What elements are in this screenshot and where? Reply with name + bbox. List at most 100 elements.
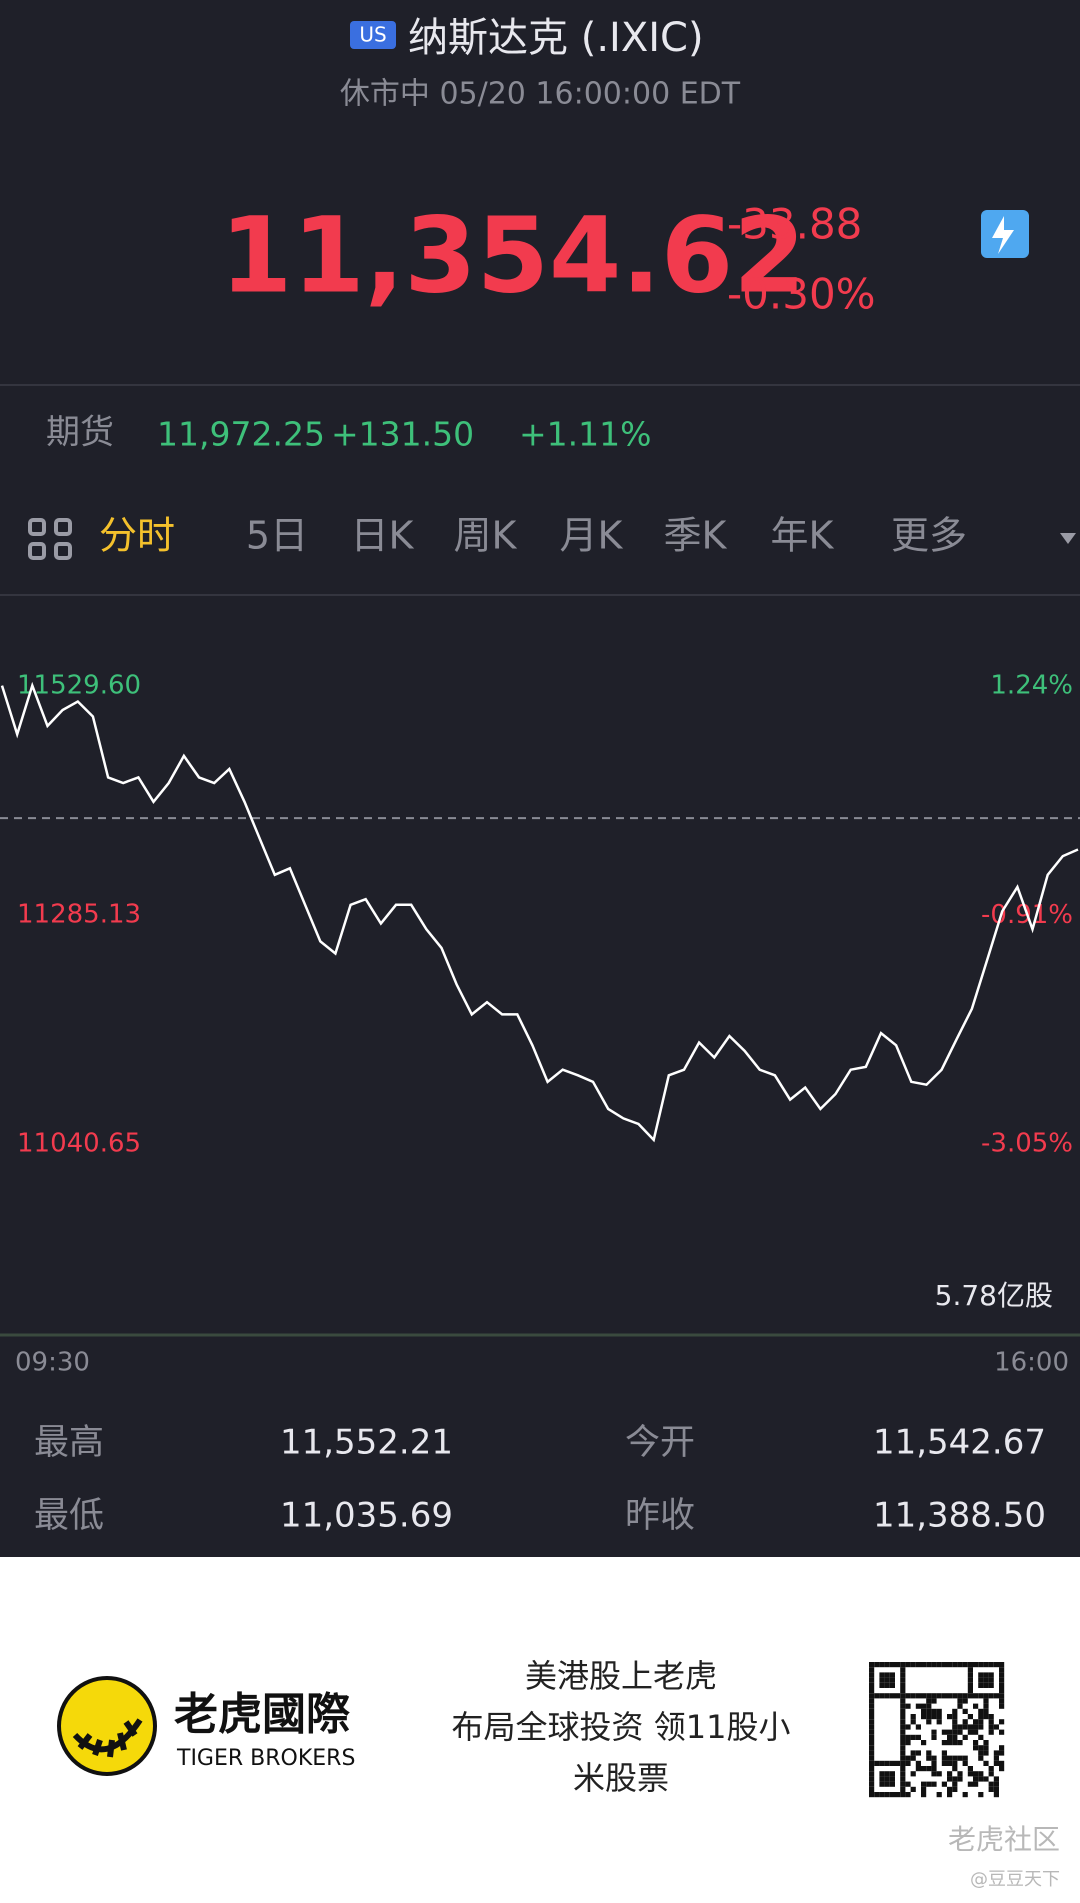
tab[interactable]: 周K bbox=[454, 514, 518, 558]
qr-cell bbox=[988, 1682, 994, 1688]
qr-cell bbox=[952, 1724, 958, 1730]
logo-stripes bbox=[72, 1718, 143, 1758]
qr-cell bbox=[905, 1734, 911, 1740]
tab[interactable]: 更多 bbox=[891, 514, 967, 558]
dark-bg bbox=[0, 0, 1080, 1557]
qr-cell bbox=[999, 1729, 1005, 1735]
qr-cell bbox=[869, 1792, 875, 1798]
qr-cell bbox=[931, 1714, 937, 1720]
qr-cell bbox=[973, 1776, 979, 1782]
qr-cell bbox=[993, 1724, 999, 1730]
tab[interactable]: 分时 bbox=[99, 514, 175, 558]
qr-cell bbox=[947, 1740, 953, 1746]
tab[interactable]: 月K bbox=[560, 514, 624, 558]
qr-cell bbox=[931, 1729, 937, 1735]
qr-cell bbox=[993, 1760, 999, 1766]
qr-cell bbox=[900, 1729, 906, 1735]
status: 休市中 05/20 16:00:00 EDT bbox=[340, 77, 741, 112]
qr-cell bbox=[905, 1755, 911, 1761]
change: -33.88 bbox=[727, 200, 862, 249]
qr-cell bbox=[905, 1703, 911, 1709]
futures-change-pct: +1.11% bbox=[519, 415, 651, 454]
qr-cell bbox=[931, 1662, 937, 1668]
qr-cell bbox=[889, 1771, 895, 1777]
qr-cell bbox=[931, 1760, 937, 1766]
qr-cell bbox=[869, 1682, 875, 1688]
qr-cell bbox=[905, 1724, 911, 1730]
qr-cell bbox=[869, 1766, 875, 1772]
qr-cell bbox=[962, 1719, 968, 1725]
qr-cell bbox=[884, 1781, 890, 1787]
qr-cell bbox=[869, 1781, 875, 1787]
qr-cell bbox=[967, 1693, 973, 1699]
grid-icon[interactable] bbox=[28, 518, 72, 560]
brand: 老虎國際 bbox=[174, 1689, 350, 1740]
qr-cell bbox=[900, 1766, 906, 1772]
tab-dropdown[interactable] bbox=[1060, 533, 1076, 544]
qr-cell bbox=[973, 1745, 979, 1751]
qr-cell bbox=[941, 1781, 947, 1787]
qr-cell bbox=[983, 1682, 989, 1688]
qr-cell bbox=[999, 1662, 1005, 1668]
qr-cell bbox=[983, 1698, 989, 1704]
qr-cell bbox=[900, 1760, 906, 1766]
qr-cell bbox=[884, 1792, 890, 1798]
qr-cell bbox=[957, 1693, 963, 1699]
qr-cell bbox=[926, 1703, 932, 1709]
qr-cell bbox=[915, 1760, 921, 1766]
qr-cell bbox=[973, 1719, 979, 1725]
qr-cell bbox=[910, 1771, 916, 1777]
qr-cell bbox=[999, 1760, 1005, 1766]
qr-cell bbox=[879, 1677, 885, 1683]
qr-cell bbox=[962, 1698, 968, 1704]
qr-cell bbox=[988, 1662, 994, 1668]
qr-cell bbox=[962, 1792, 968, 1798]
qr-cell bbox=[874, 1693, 880, 1699]
qr-cell bbox=[983, 1776, 989, 1782]
qr-cell bbox=[889, 1781, 895, 1787]
flash-glyph bbox=[992, 216, 1014, 254]
stat-label: 今开 bbox=[625, 1423, 695, 1463]
price: 11,354.62 bbox=[220, 194, 806, 316]
tab[interactable]: 年K bbox=[771, 514, 835, 558]
qr-cell bbox=[931, 1708, 937, 1714]
qr-cell bbox=[869, 1760, 875, 1766]
qr-cell bbox=[869, 1729, 875, 1735]
stat-label: 最低 bbox=[34, 1496, 104, 1536]
y2-tick-label: 1.24% bbox=[990, 671, 1073, 701]
qr-cell bbox=[957, 1662, 963, 1668]
qr-cell bbox=[941, 1755, 947, 1761]
tab[interactable]: 季K bbox=[664, 514, 728, 558]
qr-cell bbox=[895, 1662, 901, 1668]
qr-cell bbox=[931, 1766, 937, 1772]
tab[interactable]: 5日 bbox=[246, 514, 308, 558]
watermark: 老虎社区 bbox=[948, 1823, 1060, 1856]
qr-cell bbox=[869, 1771, 875, 1777]
slogan: 米股票 bbox=[573, 1759, 669, 1797]
qr-cell bbox=[879, 1776, 885, 1782]
qr-cell bbox=[993, 1781, 999, 1787]
qr-cell bbox=[957, 1703, 963, 1709]
qr-cell bbox=[926, 1750, 932, 1756]
qr-cell bbox=[921, 1740, 927, 1746]
tab[interactable]: 日K bbox=[351, 514, 415, 558]
qr-cell bbox=[978, 1776, 984, 1782]
qr-cell bbox=[973, 1703, 979, 1709]
qr-cell bbox=[889, 1672, 895, 1678]
qr-cell bbox=[941, 1693, 947, 1699]
qr-cell bbox=[921, 1714, 927, 1720]
qr-cell bbox=[983, 1708, 989, 1714]
y-tick-label: 11285.13 bbox=[17, 899, 141, 929]
qr-cell bbox=[884, 1693, 890, 1699]
qr-cell bbox=[978, 1724, 984, 1730]
qr-cell bbox=[926, 1719, 932, 1725]
qr-cell bbox=[874, 1760, 880, 1766]
qr-cell bbox=[936, 1792, 942, 1798]
x-tick-label: 16:00 bbox=[994, 1348, 1069, 1378]
qr-cell bbox=[900, 1708, 906, 1714]
qr-cell bbox=[983, 1703, 989, 1709]
qr-cell bbox=[900, 1693, 906, 1699]
qr-cell bbox=[978, 1719, 984, 1725]
qr-cell bbox=[947, 1760, 953, 1766]
chart: 11529.6011285.1311040.651.24%-0.91%-3.05… bbox=[0, 671, 1080, 1378]
